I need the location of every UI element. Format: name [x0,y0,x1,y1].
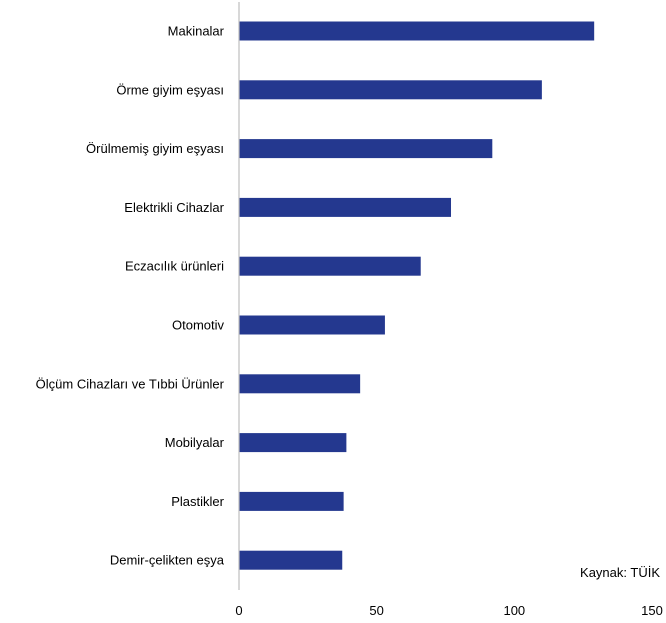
category-labels: Makinalar Örme giyim eşyası Örülmemiş giyi… [36,24,225,568]
bar-5 [239,315,385,335]
category-label: Mobilyalar [165,435,225,450]
category-label: Makinalar [168,24,225,39]
x-tick-label: 100 [503,603,525,618]
bar-0 [239,21,595,41]
category-label: Elektrikli Cihazlar [124,200,224,215]
category-label: Ölçüm Cihazları ve Tıbbi Ürünler [36,376,225,391]
bar-6 [239,374,361,394]
x-tick-label: 150 [641,603,663,618]
category-label: Eczacılık ürünleri [125,259,224,274]
source-note: Kaynak: TÜİK [580,565,660,580]
bar-7 [239,433,347,453]
x-tick-labels: 0 50 100 150 [235,603,662,618]
category-label: Demir-çelikten eşya [110,553,225,568]
x-tick-label: 0 [235,603,242,618]
category-label: Plastikler [171,494,224,509]
bar-4 [239,256,421,276]
bar-2 [239,139,493,159]
bar-1 [239,80,542,100]
bar-8 [239,491,344,511]
category-label: Örülmemiş giyim eşyası [86,141,224,156]
category-label: Otomotiv [172,318,225,333]
x-tick-label: 50 [369,603,383,618]
category-label: Örme giyim eşyası [116,82,224,97]
bar-3 [239,197,452,217]
bars-group [239,21,595,570]
bar-9 [239,550,343,570]
